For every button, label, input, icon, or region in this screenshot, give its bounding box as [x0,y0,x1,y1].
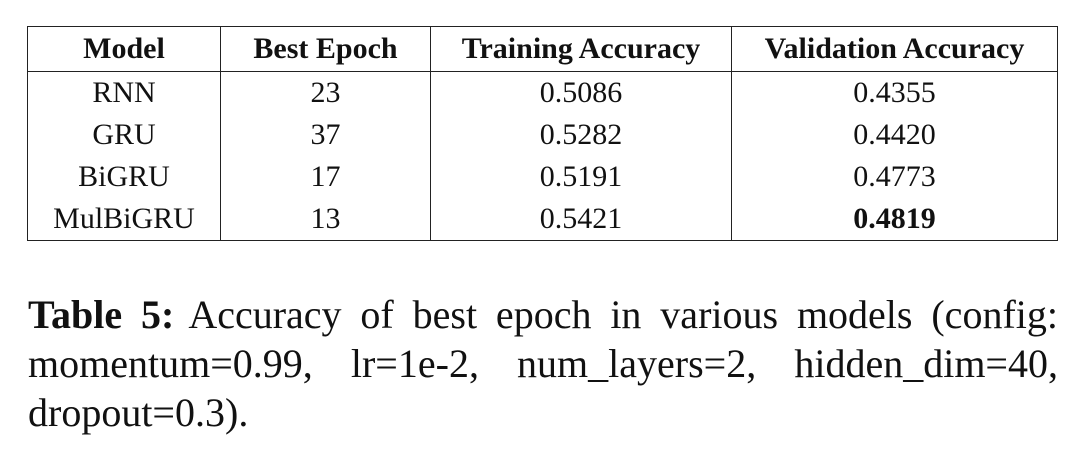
caption-label: Table 5: [28,292,175,337]
table-row: RNN 23 0.5086 0.4355 [27,71,1058,114]
cell-validation-accuracy-best: 0.4819 [731,198,1058,241]
cell-training-accuracy: 0.5421 [430,198,732,241]
cell-training-accuracy: 0.5191 [430,156,732,198]
header-best-epoch: Best Epoch [220,26,431,72]
cell-best-epoch: 37 [220,114,431,156]
cell-training-accuracy: 0.5086 [430,71,732,114]
header-validation-accuracy: Validation Accuracy [731,26,1058,72]
header-training-accuracy: Training Accuracy [430,26,732,72]
table-row: GRU 37 0.5282 0.4420 [27,114,1058,156]
results-table: Model Best Epoch Training Accuracy Valid… [27,26,1058,241]
cell-model: MulBiGRU [27,198,221,241]
cell-model: GRU [27,114,221,156]
header-model: Model [27,26,221,72]
cell-best-epoch: 23 [220,71,431,114]
table-row: BiGRU 17 0.5191 0.4773 [27,156,1058,198]
cell-best-epoch: 17 [220,156,431,198]
cell-validation-accuracy: 0.4355 [731,71,1058,114]
cell-model: RNN [27,71,221,114]
table-caption: Table 5: Accuracy of best epoch in variou… [28,290,1058,437]
table-header-row: Model Best Epoch Training Accuracy Valid… [27,26,1058,72]
caption-text: Accuracy of best epoch in various models… [28,292,1058,435]
table-row: MulBiGRU 13 0.5421 0.4819 [27,198,1058,241]
cell-model: BiGRU [27,156,221,198]
cell-training-accuracy: 0.5282 [430,114,732,156]
cell-validation-accuracy: 0.4773 [731,156,1058,198]
cell-validation-accuracy: 0.4420 [731,114,1058,156]
cell-best-epoch: 13 [220,198,431,241]
